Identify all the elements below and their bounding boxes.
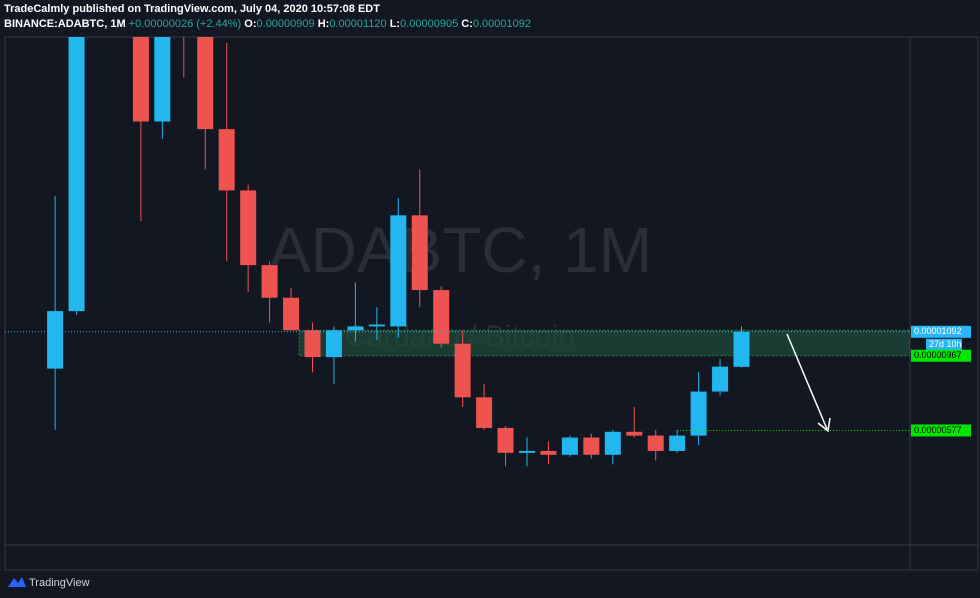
price-badge <box>911 325 971 338</box>
candle-body <box>154 37 171 122</box>
countdown: 27d 10h <box>929 339 962 349</box>
price-badge-label: 0.00000967 <box>914 350 962 360</box>
candle-body <box>519 450 535 453</box>
candle-body <box>497 427 514 453</box>
candle-body <box>261 265 278 298</box>
candle-body <box>604 431 621 455</box>
candle-body <box>68 37 85 312</box>
candle-body <box>347 326 364 331</box>
price-badge-label: 0.00000577 <box>914 425 962 435</box>
symbol: BINANCE:ADABTC, 1M <box>4 18 126 30</box>
candle-body <box>411 215 428 291</box>
candle-body <box>733 331 750 367</box>
candle-body <box>132 37 149 122</box>
candle-body <box>240 190 257 266</box>
candle-body <box>283 297 300 331</box>
logo-icon <box>8 577 26 587</box>
price-badge-label: 0.00001092 <box>914 326 962 336</box>
candle-body <box>454 343 471 398</box>
candle-body <box>304 330 321 358</box>
zone <box>298 329 910 357</box>
candle-body <box>647 435 664 451</box>
candle-body <box>690 391 707 436</box>
candle-body <box>218 129 235 191</box>
candle-body <box>368 324 385 327</box>
l-label: L: <box>389 18 401 30</box>
plot-area <box>5 0 910 467</box>
candle-body <box>626 431 643 436</box>
candle-body <box>712 366 729 392</box>
arrow <box>786 333 828 430</box>
o-value: 0.00000909 <box>256 18 315 30</box>
c-value: 0.00001092 <box>472 18 531 30</box>
countdown-badge <box>926 338 962 351</box>
header: TradeCalmly published on TradingView.com… <box>4 2 531 32</box>
o-label: O: <box>244 18 257 30</box>
candle-body <box>669 435 686 451</box>
brand: TradingView <box>29 577 90 589</box>
publish-text: TradeCalmly published on TradingView.com… <box>4 3 380 15</box>
candle-body <box>47 311 64 369</box>
l-value: 0.00000905 <box>400 18 459 30</box>
price-badge <box>911 424 971 437</box>
candle-body <box>561 437 578 455</box>
candle-body <box>325 330 342 358</box>
ohlc-line: BINANCE:ADABTC, 1M +0.00000026 (+2.44%) … <box>4 17 531 32</box>
candle-body <box>390 215 407 327</box>
h-label: H: <box>317 18 330 30</box>
candle-body <box>540 450 557 455</box>
watermark: ADABTC, 1M <box>268 214 652 286</box>
tradingview-logo: TradingView <box>8 577 90 589</box>
arrow-head <box>817 417 831 433</box>
candle-body <box>433 290 450 344</box>
candle-body <box>176 0 192 5</box>
candle-body <box>583 437 600 455</box>
c-label: C: <box>461 18 473 30</box>
candle-body <box>476 397 493 428</box>
change: +0.00000026 (+2.44%) <box>128 18 242 30</box>
price-badge <box>911 349 971 362</box>
h-value: 0.00001120 <box>329 18 387 30</box>
publish-line: TradeCalmly published on TradingView.com… <box>4 2 531 17</box>
candle-body <box>197 37 214 130</box>
chart-frame <box>4 36 979 571</box>
